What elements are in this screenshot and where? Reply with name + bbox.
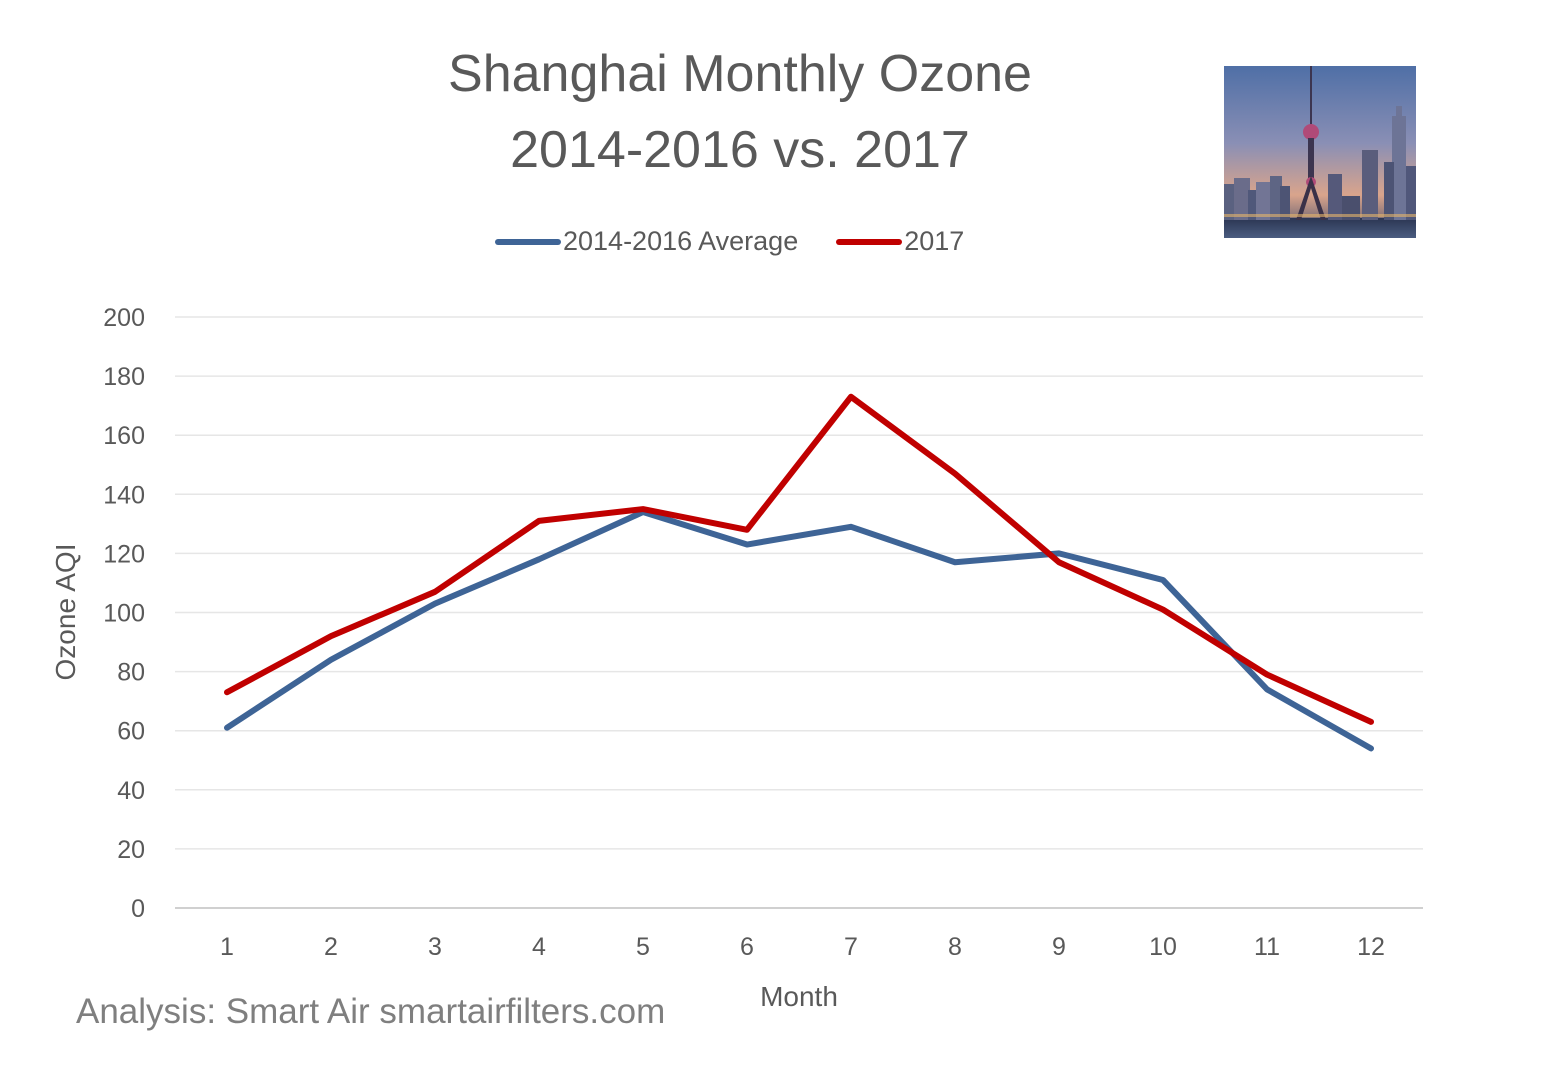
x-tick-label: 6 <box>740 933 754 961</box>
y-tick-label: 20 <box>117 836 145 864</box>
y-tick-label: 60 <box>117 718 145 746</box>
chart-title-line-1: Shanghai Monthly Ozone <box>448 45 1032 103</box>
legend-item-2017: 2017 <box>836 226 964 257</box>
x-tick-label: 1 <box>220 933 234 961</box>
y-axis-label: Ozone AQI <box>50 544 81 681</box>
x-tick-label: 4 <box>532 933 546 961</box>
y-tick-label: 40 <box>117 777 145 805</box>
x-tick-label: 3 <box>428 933 442 961</box>
legend-label-average: 2014-2016 Average <box>563 226 799 256</box>
series-line-2017 <box>224 393 1374 725</box>
y-tick-label: 80 <box>117 659 145 687</box>
gridlines <box>175 316 1423 909</box>
x-tick-label: 7 <box>844 933 858 961</box>
legend-label-2017: 2017 <box>904 226 965 256</box>
chart-legend: 2014-2016 Average 2017 <box>495 226 1002 257</box>
x-tick-label: 2 <box>324 933 338 961</box>
x-tick-label: 12 <box>1357 933 1385 961</box>
y-tick-labels: 0 20 40 60 80 100 120 140 160 180 200 <box>103 304 145 923</box>
x-tick-labels: 1 2 3 4 5 6 7 8 9 10 11 12 <box>220 933 1385 961</box>
y-tick-label: 0 <box>131 895 145 923</box>
y-tick-label: 140 <box>103 481 145 509</box>
y-tick-label: 200 <box>103 304 145 332</box>
y-tick-label: 120 <box>103 540 145 568</box>
y-tick-label: 100 <box>103 600 145 628</box>
skyline-image <box>1224 66 1416 238</box>
x-tick-label: 8 <box>948 933 962 961</box>
x-tick-label: 10 <box>1149 933 1177 961</box>
x-tick-label: 11 <box>1254 933 1280 961</box>
chart-title-line-2: 2014-2016 vs. 2017 <box>510 121 970 179</box>
footer-credit: Analysis: Smart Air smartairfilters.com <box>76 992 666 1031</box>
x-tick-label: 9 <box>1052 933 1066 961</box>
x-axis-label: Month <box>760 981 838 1012</box>
legend-swatch-average <box>495 238 561 245</box>
legend-swatch-2017 <box>836 238 903 245</box>
legend-item-average: 2014-2016 Average <box>495 226 798 257</box>
shanghai-skyline-photo <box>1224 66 1416 238</box>
series-line-average <box>224 509 1374 752</box>
x-tick-label: 5 <box>636 933 650 961</box>
y-tick-label: 160 <box>103 422 145 450</box>
series-lines <box>224 393 1374 752</box>
y-tick-label: 180 <box>103 363 145 391</box>
